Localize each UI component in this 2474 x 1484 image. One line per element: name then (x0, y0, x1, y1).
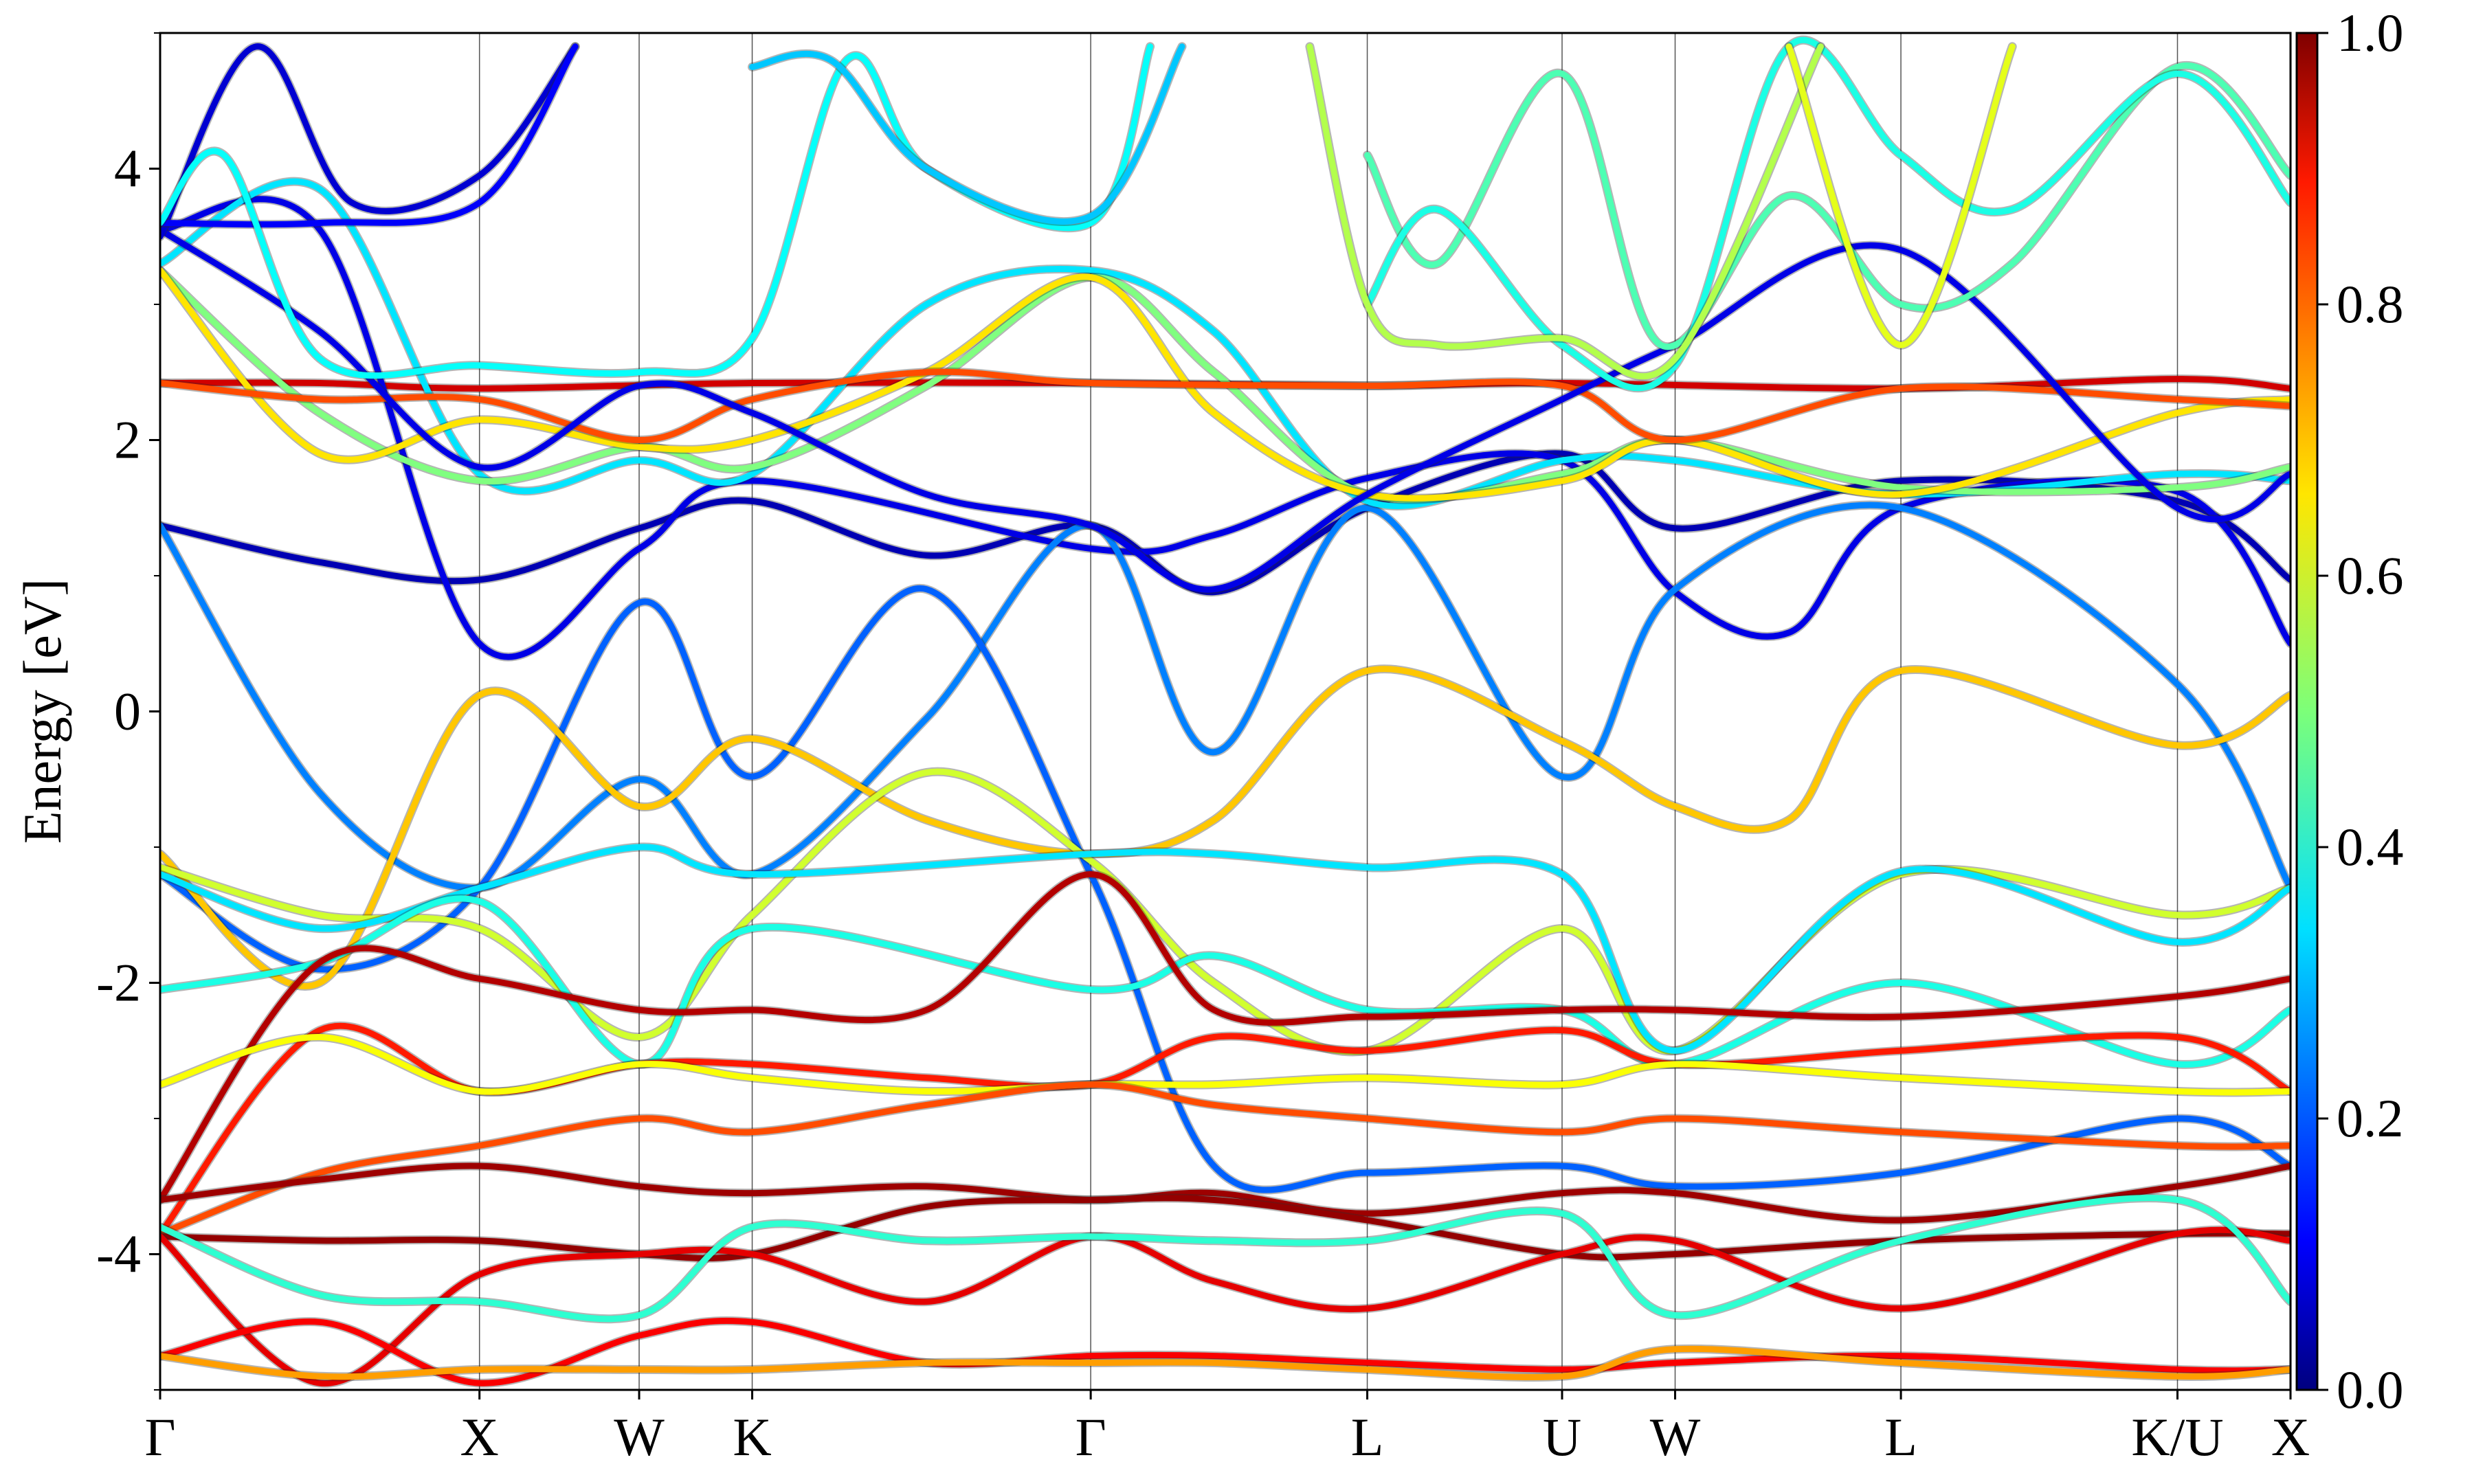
band-line (1364, 62, 2291, 350)
band-line (160, 43, 579, 240)
y-tick-label: -4 (96, 1224, 141, 1284)
colorbar-tick-label: 1.0 (2337, 3, 2404, 63)
band-line (160, 895, 2291, 1068)
colorbar-tick-label: 0.2 (2337, 1088, 2404, 1148)
band-line (1306, 43, 1824, 380)
band-line (160, 666, 2291, 989)
band-line (160, 1226, 2291, 1386)
x-tick-label: W (1650, 1407, 1701, 1467)
band-line (160, 844, 2291, 1054)
x-tick-label: U (1543, 1407, 1581, 1467)
colorbar-tick-label: 0.8 (2337, 274, 2404, 334)
y-axis-label: Energy [eV] (12, 578, 72, 844)
band-line (1785, 43, 2016, 348)
y-axis-ticks: -4 -2 0 2 4 (96, 32, 160, 1391)
band-line (160, 1033, 2291, 1096)
colorbar-ticks: 0.0 0.2 0.4 0.6 0.8 1.0 (2317, 3, 2404, 1419)
band-line (160, 368, 2291, 444)
high-symmetry-lines (478, 33, 2178, 1390)
band-line (160, 1317, 2291, 1386)
band-line (160, 43, 1154, 379)
colorbar-tick-label: 0.6 (2337, 546, 2404, 605)
x-tick-label: K (733, 1407, 771, 1467)
x-tick-label: Γ (144, 1407, 175, 1467)
x-tick-label: W (614, 1407, 665, 1467)
band-line (160, 267, 2291, 503)
band-line (160, 267, 2291, 502)
x-axis-ticks: Γ X W K Γ L U W L K/U X (144, 1390, 2310, 1467)
y-tick-label: 0 (114, 682, 141, 741)
x-tick-label: L (1884, 1407, 1917, 1467)
y-tick-label: -2 (96, 953, 141, 1013)
band-line (160, 1081, 2291, 1237)
band-line (749, 43, 1185, 225)
y-tick-label: 4 (114, 139, 141, 199)
y-tick-label: 2 (114, 410, 141, 470)
band-line (160, 226, 2291, 593)
band-line (160, 1345, 2291, 1380)
band-line (160, 1195, 2291, 1323)
band-line (160, 871, 2291, 1203)
band-line (160, 585, 2291, 1193)
band-line (160, 43, 579, 228)
colorbar (2295, 32, 2319, 1391)
x-tick-label: Γ (1076, 1407, 1106, 1467)
band-outline (1363, 60, 2291, 352)
colorbar-tick-label: 0.0 (2337, 1360, 2404, 1419)
band-line (160, 1162, 2291, 1224)
x-tick-label: K/U (2131, 1407, 2223, 1467)
band-line (160, 502, 2291, 891)
x-tick-label: X (2271, 1407, 2310, 1467)
x-tick-label: L (1351, 1407, 1384, 1467)
band-lines (160, 35, 2291, 1388)
colorbar-tick-label: 0.4 (2337, 817, 2404, 877)
x-tick-label: X (460, 1407, 499, 1467)
